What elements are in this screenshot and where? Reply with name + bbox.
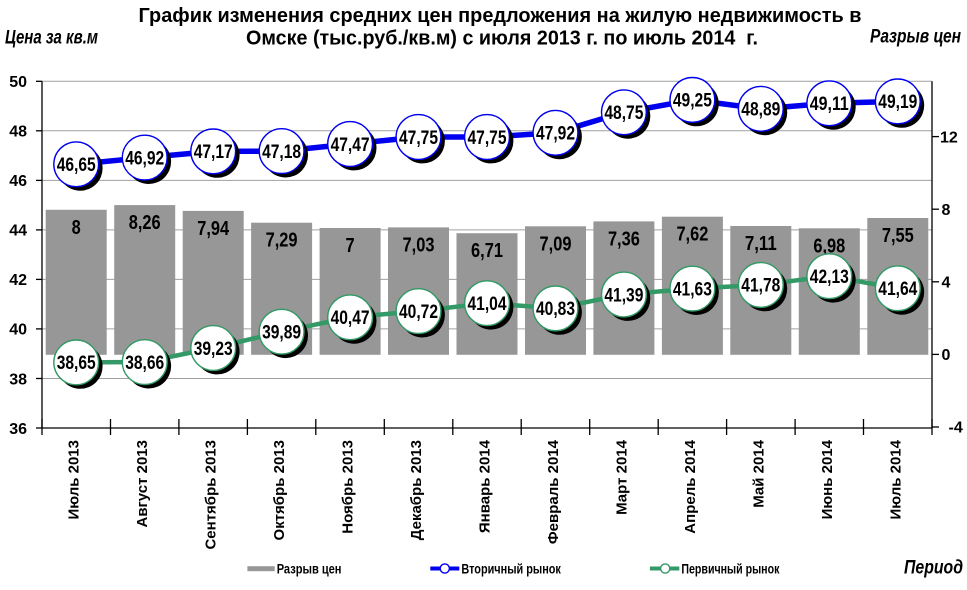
svg-text:49,19: 49,19 — [878, 92, 917, 113]
svg-text:7,36: 7,36 — [608, 228, 640, 250]
svg-text:Разрыв цен: Разрыв цен — [277, 562, 342, 577]
svg-text:38,65: 38,65 — [57, 353, 96, 374]
svg-text:40,72: 40,72 — [399, 302, 438, 323]
svg-text:48,75: 48,75 — [604, 103, 643, 124]
svg-text:40,47: 40,47 — [331, 308, 370, 329]
svg-text:Разрыв цен: Разрыв цен — [870, 26, 961, 47]
svg-text:Июль 2013: Июль 2013 — [66, 440, 83, 520]
svg-text:49,11: 49,11 — [810, 94, 849, 115]
svg-text:46,92: 46,92 — [125, 148, 164, 169]
svg-text:48,89: 48,89 — [741, 100, 780, 121]
svg-text:Вторичный рынок: Вторичный рынок — [461, 562, 561, 577]
svg-text:Март 2014: Март 2014 — [613, 439, 630, 515]
svg-text:48: 48 — [9, 124, 27, 141]
svg-text:40,83: 40,83 — [536, 299, 575, 320]
svg-text:47,75: 47,75 — [468, 128, 507, 149]
svg-text:44: 44 — [9, 223, 27, 240]
svg-text:Август 2013: Август 2013 — [134, 440, 151, 528]
svg-text:Январь 2014: Январь 2014 — [477, 439, 494, 533]
svg-text:49,25: 49,25 — [673, 91, 712, 112]
svg-text:46: 46 — [9, 173, 27, 190]
svg-text:Май 2014: Май 2014 — [750, 439, 767, 507]
svg-text:47,75: 47,75 — [399, 128, 438, 149]
svg-text:47,47: 47,47 — [331, 135, 370, 156]
svg-text:39,23: 39,23 — [194, 339, 233, 360]
svg-text:4: 4 — [942, 275, 951, 292]
svg-text:41,63: 41,63 — [673, 279, 712, 300]
svg-text:39,89: 39,89 — [262, 323, 301, 344]
svg-text:Первичный рынок: Первичный рынок — [681, 562, 779, 577]
svg-text:Цена за кв.м: Цена за кв.м — [5, 28, 98, 49]
svg-text:7,62: 7,62 — [676, 224, 708, 246]
svg-text:Июнь 2014: Июнь 2014 — [819, 439, 836, 519]
svg-text:7,29: 7,29 — [266, 230, 298, 252]
svg-text:Ноябрь 2013: Ноябрь 2013 — [340, 440, 357, 534]
svg-text:7,94: 7,94 — [197, 218, 230, 240]
svg-text:7: 7 — [346, 235, 355, 257]
svg-text:47,17: 47,17 — [194, 142, 233, 163]
svg-text:Омске (тыс.руб./кв.м) с июля 2: Омске (тыс.руб./кв.м) с июля 2013 г. по … — [246, 28, 758, 50]
svg-text:Период: Период — [904, 558, 963, 579]
svg-text:Февраль 2014: Февраль 2014 — [545, 439, 562, 544]
svg-text:График изменения средних цен п: График изменения средних цен предложения… — [139, 5, 862, 27]
svg-text:47,92: 47,92 — [536, 124, 575, 145]
svg-text:46,65: 46,65 — [57, 155, 96, 176]
svg-text:7,11: 7,11 — [745, 233, 777, 255]
svg-text:41,64: 41,64 — [878, 279, 917, 300]
svg-text:Сентябрь 2013: Сентябрь 2013 — [203, 440, 220, 550]
svg-text:41,39: 41,39 — [604, 285, 643, 306]
svg-text:41,04: 41,04 — [468, 294, 507, 315]
svg-text:Июль 2014: Июль 2014 — [887, 439, 904, 519]
svg-text:0: 0 — [942, 347, 951, 364]
svg-text:Апрель 2014: Апрель 2014 — [682, 439, 699, 533]
svg-text:47,18: 47,18 — [262, 142, 301, 163]
svg-text:38,66: 38,66 — [125, 353, 164, 374]
svg-text:7,03: 7,03 — [403, 234, 435, 256]
svg-text:42,13: 42,13 — [810, 267, 849, 288]
svg-text:36: 36 — [9, 421, 27, 438]
svg-text:6,98: 6,98 — [813, 235, 845, 257]
svg-text:38: 38 — [9, 371, 27, 388]
svg-text:-4: -4 — [949, 420, 963, 437]
svg-text:8: 8 — [942, 202, 951, 219]
svg-text:6,71: 6,71 — [471, 240, 503, 262]
svg-text:7,09: 7,09 — [540, 233, 572, 255]
svg-text:Октябрь 2013: Октябрь 2013 — [271, 440, 288, 540]
svg-text:Декабрь 2013: Декабрь 2013 — [408, 440, 425, 540]
svg-text:41,78: 41,78 — [741, 276, 780, 297]
svg-text:12: 12 — [940, 129, 958, 146]
svg-text:8,26: 8,26 — [129, 212, 161, 234]
svg-text:8: 8 — [72, 217, 81, 239]
svg-text:40: 40 — [9, 322, 27, 339]
svg-text:7,55: 7,55 — [882, 225, 914, 247]
svg-text:50: 50 — [9, 74, 27, 91]
svg-text:42: 42 — [9, 272, 27, 289]
